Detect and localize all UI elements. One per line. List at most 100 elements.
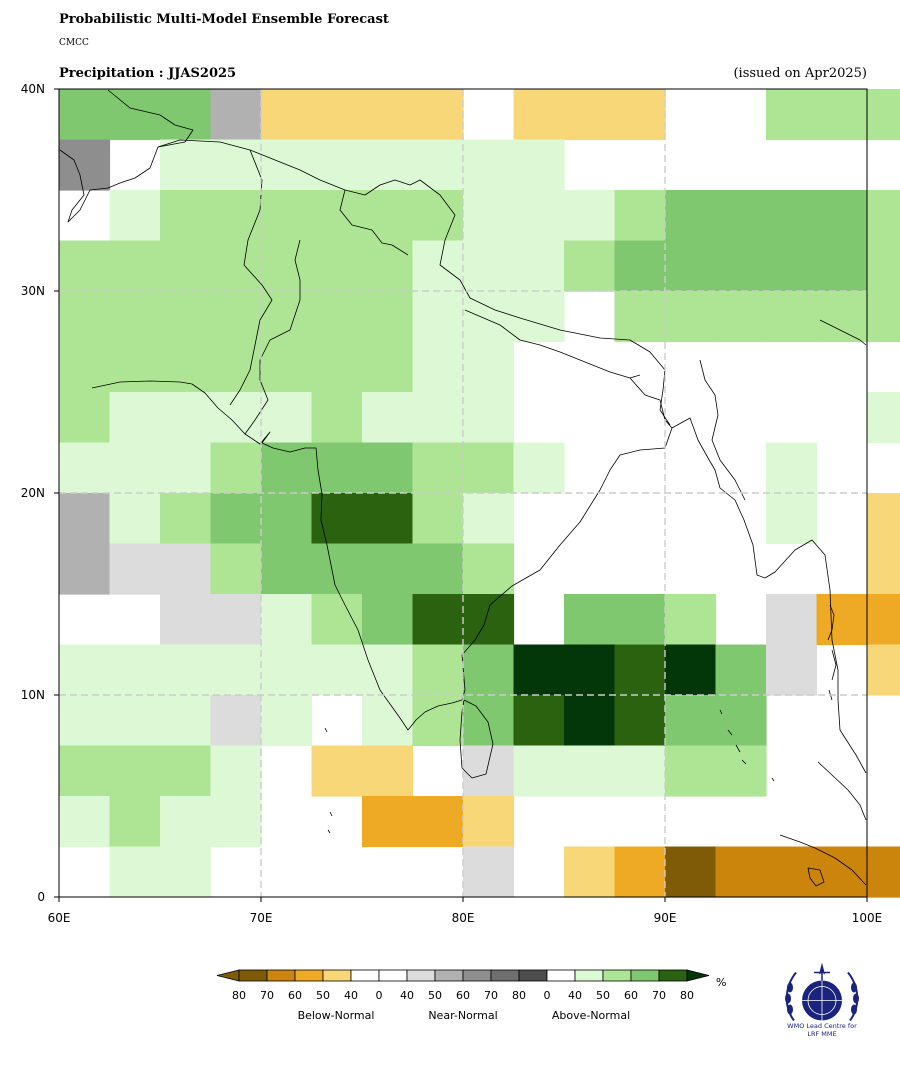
grid-cell — [463, 644, 515, 696]
grid-cell — [160, 796, 212, 848]
grid-cell — [362, 442, 414, 494]
legend-tick-label: 60 — [624, 989, 638, 1002]
grid-cell — [210, 695, 262, 747]
grid-cell — [412, 644, 464, 696]
grid-cell — [412, 341, 464, 393]
grid-cell — [564, 846, 616, 898]
grid-cell — [261, 493, 313, 545]
grid-cell — [766, 594, 818, 646]
grid-cell — [564, 594, 616, 646]
grid-cell — [311, 240, 363, 292]
grid-cell — [210, 594, 262, 646]
grid-cell — [160, 594, 212, 646]
legend-tick-label: 0 — [376, 989, 383, 1002]
grid-cell — [867, 190, 900, 242]
grid-cell — [59, 796, 111, 848]
grid-cell — [463, 442, 515, 494]
grid-cell — [362, 190, 414, 242]
border-north — [157, 139, 671, 426]
x-tick-label: 60E — [48, 911, 71, 925]
grid-cell — [715, 846, 767, 898]
grid-cell — [261, 543, 313, 595]
grid-cell — [109, 341, 161, 393]
logo-caption: WMO Lead Centre for LRF MME — [772, 1022, 872, 1038]
border-china-myanmar — [819, 319, 867, 346]
grid-cell — [766, 493, 818, 545]
grid-cell — [59, 291, 111, 343]
legend-swatch — [462, 969, 492, 982]
grid-cell — [109, 745, 161, 797]
grid-cell — [362, 291, 414, 343]
x-tick-label: 100E — [852, 911, 883, 925]
grid-cell — [665, 745, 717, 797]
grid-cell — [362, 644, 414, 696]
sri-lanka-outline — [459, 699, 494, 779]
grid-cell — [311, 291, 363, 343]
grid-cell — [59, 493, 111, 545]
legend-near-label: Near-Normal — [428, 1009, 497, 1022]
legend-tick-label: 50 — [428, 989, 442, 1002]
legend-tick-label: 40 — [344, 989, 358, 1002]
grid-cell — [362, 543, 414, 595]
grid-cell — [109, 796, 161, 848]
grid-cell — [564, 190, 616, 242]
gridlines — [59, 89, 867, 897]
grid-cell — [210, 745, 262, 797]
grid-cell — [160, 745, 212, 797]
grid-cell — [109, 190, 161, 242]
grid-cell — [766, 240, 818, 292]
grid-cell — [412, 392, 464, 444]
legend-tick-label: 70 — [260, 989, 274, 1002]
grid-cell — [513, 89, 565, 141]
border-myanmar — [699, 359, 746, 501]
grid-cell — [513, 695, 565, 747]
grid-cell — [412, 695, 464, 747]
map-axes: 60E 70E 80E 90E 100E 0 10N 20N 30N 40N — [21, 82, 883, 925]
grid-cell — [59, 240, 111, 292]
grid-cell — [109, 392, 161, 444]
grid-cell — [463, 240, 515, 292]
grid-cell — [160, 291, 212, 343]
grid-cell — [816, 291, 868, 343]
grid-cell — [665, 291, 717, 343]
y-tick-label: 20N — [21, 486, 45, 500]
grid-cell — [109, 493, 161, 545]
grid-cell — [766, 89, 818, 141]
grid-cell — [160, 139, 212, 191]
grid-cell — [463, 493, 515, 545]
grid-cell — [513, 139, 565, 191]
grid-cell — [412, 493, 464, 545]
grid-cell — [463, 291, 515, 343]
legend-tick-label: 50 — [316, 989, 330, 1002]
grid-cell — [463, 139, 515, 191]
grid-cell — [160, 543, 212, 595]
grid-cell — [463, 846, 515, 898]
grid-cell — [816, 846, 868, 898]
grid-cell — [614, 291, 666, 343]
grid-cell — [665, 846, 717, 898]
grid-cell — [665, 190, 717, 242]
border-india-pakistan — [244, 239, 301, 435]
grid-cell — [412, 543, 464, 595]
forecast-map: 60E 70E 80E 90E 100E 0 10N 20N 30N 40N — [21, 82, 900, 925]
grid-cell — [210, 442, 262, 494]
island-outline — [807, 867, 825, 887]
grid-cell — [160, 644, 212, 696]
grid-cell — [816, 190, 868, 242]
legend-tick-label: 50 — [596, 989, 610, 1002]
grid-cell — [362, 493, 414, 545]
grid-cell — [362, 745, 414, 797]
grid-cell — [867, 392, 900, 444]
grid-cell — [614, 89, 666, 141]
legend-swatch — [630, 969, 660, 982]
legend-swatch — [546, 969, 576, 982]
coastline-gulf — [59, 149, 85, 223]
grid-cell — [463, 341, 515, 393]
grid-cell — [513, 745, 565, 797]
grid-cell — [210, 493, 262, 545]
grid-cell — [412, 240, 464, 292]
grid-cell — [665, 240, 717, 292]
border-kashmir — [339, 189, 409, 256]
chart-title: Probabilistic Multi-Model Ensemble Forec… — [59, 12, 389, 27]
legend-below-label: Below-Normal — [298, 1009, 375, 1022]
